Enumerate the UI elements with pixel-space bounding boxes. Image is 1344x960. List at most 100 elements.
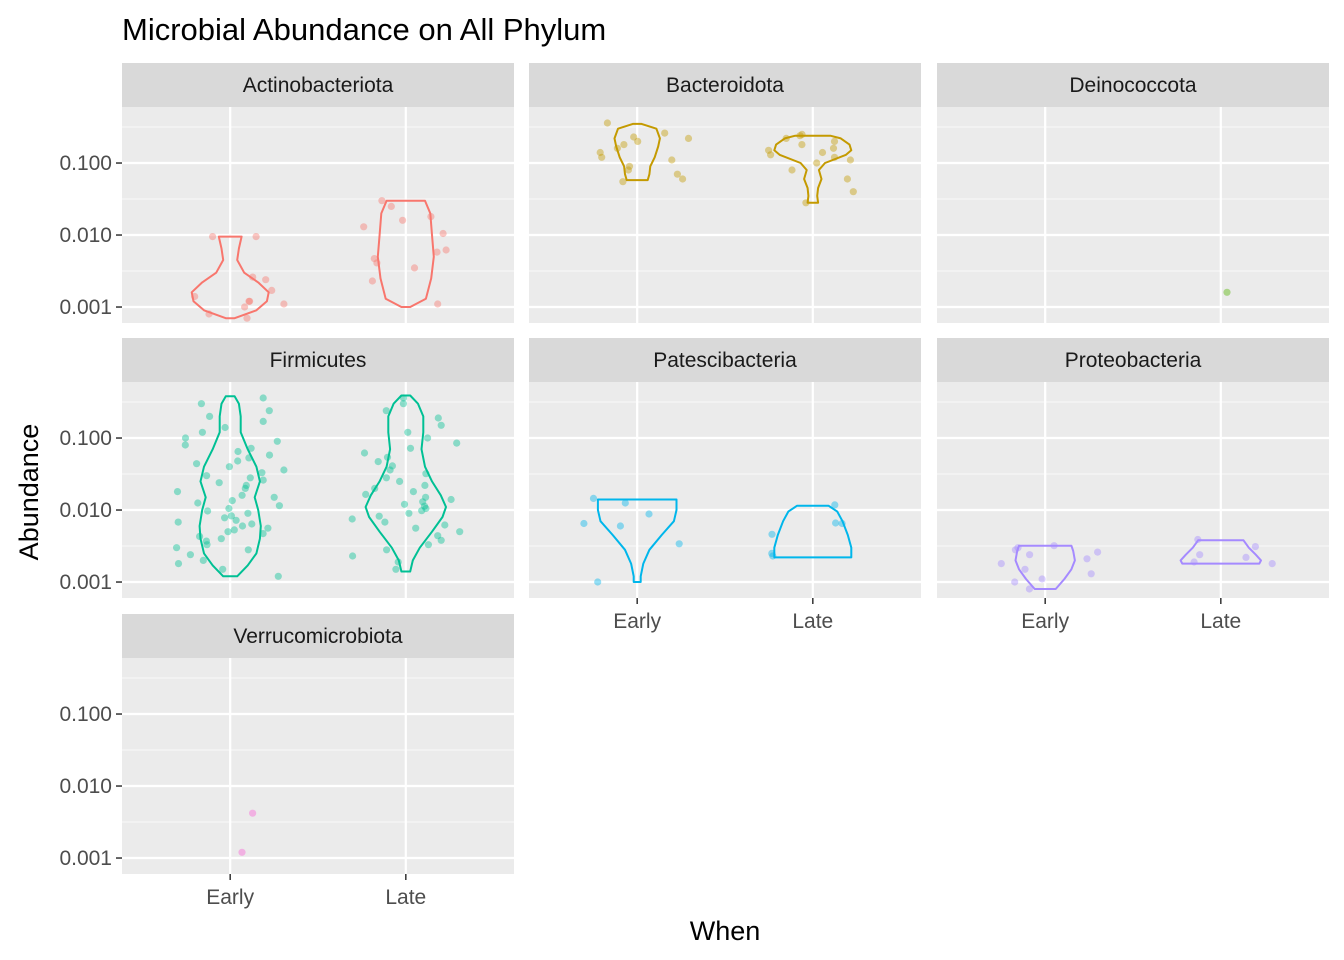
data-point: [768, 530, 776, 538]
data-point: [225, 504, 233, 513]
data-point: [437, 536, 445, 544]
data-point: [242, 481, 250, 489]
data-point: [246, 297, 254, 305]
data-point: [798, 141, 806, 149]
data-point: [270, 493, 278, 501]
data-point: [1190, 558, 1198, 566]
data-point: [245, 454, 253, 462]
data-point: [248, 520, 256, 528]
data-point: [370, 255, 378, 263]
data-point: [400, 500, 409, 508]
data-point: [830, 137, 839, 145]
data-point: [374, 458, 382, 466]
data-point: [427, 213, 435, 221]
data-point: [798, 130, 806, 138]
data-point: [209, 233, 217, 241]
y-tick-label: 0.001: [59, 296, 112, 319]
y-tick-label: 0.010: [59, 224, 112, 247]
data-point: [275, 502, 283, 510]
data-point: [846, 156, 855, 164]
facet-strip-label: Bacteroidota: [666, 74, 784, 97]
data-point: [684, 134, 693, 142]
data-point: [203, 541, 211, 549]
data-point: [661, 129, 669, 137]
violin-actinobacteriota-early: [190, 235, 270, 320]
x-tick-label-late: Late: [385, 886, 426, 909]
data-point: [268, 286, 276, 294]
data-point: [197, 400, 205, 408]
facet-strip: [937, 338, 1329, 382]
data-point: [394, 558, 402, 566]
facet-strip: [529, 63, 921, 107]
data-point: [603, 119, 612, 127]
facet-patescibacteria: Patescibacteria Early Late: [529, 338, 921, 633]
data-point: [434, 532, 442, 540]
data-point: [829, 144, 838, 152]
data-point: [360, 449, 369, 457]
facet-deinococcota: Deinococcota: [937, 63, 1329, 323]
data-point: [265, 451, 274, 459]
data-point: [371, 484, 379, 492]
facet-strip-label: Firmicutes: [270, 349, 367, 372]
data-point: [409, 488, 417, 496]
data-point: [796, 132, 804, 140]
data-point: [362, 490, 370, 498]
data-point: [383, 453, 392, 461]
data-point: [788, 166, 796, 174]
data-point: [997, 560, 1005, 568]
data-point: [621, 499, 629, 507]
data-point: [382, 407, 390, 415]
data-point: [596, 148, 604, 157]
data-point: [238, 491, 246, 499]
data-point: [230, 526, 238, 534]
data-point: [1242, 553, 1250, 562]
data-point: [831, 501, 839, 509]
data-point: [1011, 578, 1019, 586]
data-point: [280, 300, 288, 308]
data-point: [849, 188, 857, 196]
y-tick-label: 0.100: [59, 427, 112, 450]
x-tick-label-late: Late: [1200, 610, 1241, 633]
data-point: [1083, 555, 1091, 563]
data-point: [215, 479, 223, 487]
data-point: [830, 153, 839, 161]
x-tick-label-early: Early: [613, 610, 661, 633]
facet-strip: [122, 614, 514, 658]
violin-firmicutes-early: [198, 395, 262, 578]
data-point: [645, 510, 653, 518]
data-point: [381, 518, 389, 526]
facet-strip: [122, 338, 514, 382]
data-point: [1251, 543, 1259, 551]
data-point: [1038, 575, 1046, 583]
data-point: [1194, 535, 1202, 544]
data-point: [1026, 551, 1034, 559]
panel-background: [529, 107, 921, 323]
data-point: [673, 170, 682, 178]
data-point: [375, 512, 383, 520]
data-point: [412, 524, 420, 532]
data-point: [679, 175, 687, 183]
violin-proteobacteria-late: [1179, 539, 1262, 565]
data-point: [383, 546, 391, 554]
data-point: [181, 434, 190, 442]
data-point: [437, 421, 445, 429]
data-point: [221, 514, 229, 522]
data-point: [181, 441, 189, 449]
data-point: [675, 540, 683, 548]
violin-actinobacteriota-late: [376, 199, 435, 308]
data-point: [424, 541, 432, 549]
data-point: [249, 273, 257, 281]
data-point: [404, 428, 412, 436]
facet-strip-label: Patescibacteria: [653, 349, 797, 372]
data-point: [421, 481, 429, 489]
chart-title: Microbial Abundance on All Phylum: [122, 12, 606, 47]
data-point: [580, 519, 588, 528]
data-point: [1021, 565, 1029, 573]
data-point: [1050, 542, 1058, 550]
data-point: [625, 162, 634, 170]
data-point: [765, 146, 773, 154]
data-point: [203, 472, 211, 480]
data-point: [442, 246, 450, 254]
data-point: [228, 497, 236, 505]
data-point: [232, 516, 240, 524]
